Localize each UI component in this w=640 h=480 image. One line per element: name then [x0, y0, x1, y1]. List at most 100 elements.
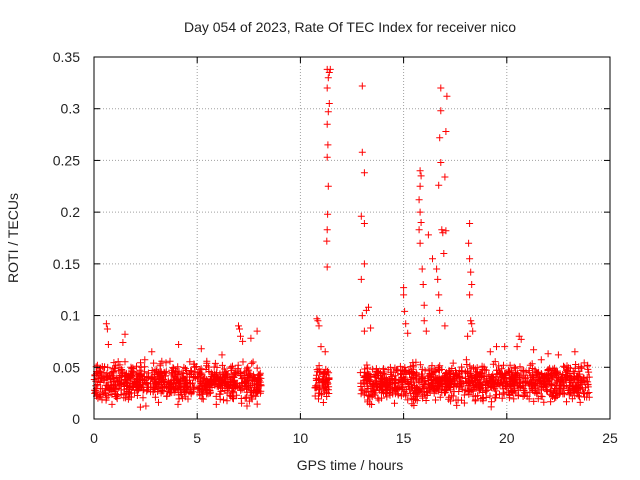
data-point-dense — [320, 369, 328, 377]
data-point-dense — [325, 390, 333, 397]
data-point-dense — [232, 382, 240, 390]
data-point-dense — [202, 385, 210, 393]
data-point — [358, 148, 366, 156]
data-point — [247, 334, 255, 342]
data-point-dense — [190, 363, 198, 371]
data-point-dense — [315, 379, 323, 387]
data-point-dense — [114, 358, 122, 366]
data-point-dense — [91, 371, 99, 379]
data-point-dense — [546, 390, 554, 398]
data-point-dense — [219, 371, 227, 379]
data-point-dense — [396, 362, 404, 370]
data-point — [467, 317, 475, 325]
x-tick-label: 5 — [193, 430, 201, 446]
data-point-dense — [98, 363, 106, 370]
data-point-dense — [573, 373, 581, 381]
data-point-dense — [238, 385, 246, 393]
data-point — [435, 291, 443, 299]
data-point — [436, 306, 444, 314]
data-point-dense — [148, 367, 156, 374]
data-point-dense — [502, 377, 510, 385]
data-point-dense — [394, 391, 402, 399]
data-point-dense — [315, 395, 322, 403]
data-point-dense — [432, 387, 440, 395]
data-point — [417, 219, 425, 226]
data-point-dense — [251, 375, 259, 383]
data-point — [360, 220, 368, 227]
data-point-dense — [395, 376, 403, 384]
data-point-dense — [147, 380, 154, 388]
data-point — [236, 325, 243, 333]
data-point-dense — [471, 392, 479, 400]
data-point-dense — [438, 366, 446, 373]
data-point — [404, 329, 412, 337]
data-point — [175, 341, 183, 348]
data-point-dense — [576, 398, 584, 406]
data-point-dense — [360, 391, 368, 399]
data-point-dense — [361, 365, 369, 373]
data-point-dense — [549, 372, 557, 380]
data-point — [442, 227, 450, 235]
data-point-dense — [174, 363, 182, 371]
data-point-dense — [124, 375, 132, 383]
data-point-dense — [203, 357, 211, 365]
data-point-dense — [580, 389, 587, 397]
data-point-dense — [547, 398, 555, 406]
data-point — [317, 343, 325, 351]
data-point-dense — [510, 363, 518, 371]
data-point-dense — [220, 379, 228, 387]
data-point-dense — [182, 365, 189, 373]
data-point-dense — [212, 392, 220, 400]
data-point-dense — [561, 363, 569, 371]
data-point — [469, 327, 477, 335]
data-point-dense — [155, 398, 162, 406]
data-point — [429, 255, 436, 263]
data-point-dense — [379, 386, 387, 394]
data-point — [493, 343, 500, 351]
data-point-dense — [109, 375, 117, 382]
data-point-dense — [490, 381, 498, 389]
data-point-dense — [384, 366, 392, 374]
data-point-dense — [158, 357, 166, 365]
data-point-dense — [495, 379, 503, 387]
data-point-dense — [460, 391, 468, 399]
data-point — [436, 134, 444, 142]
data-point-dense — [216, 390, 224, 398]
data-point-dense — [127, 386, 135, 393]
data-point-dense — [489, 360, 497, 368]
data-point-dense — [443, 383, 451, 391]
data-point-dense — [113, 395, 121, 403]
data-point-dense — [204, 390, 212, 398]
data-point-dense — [557, 377, 565, 385]
data-point-dense — [356, 369, 364, 377]
data-point-dense — [133, 382, 141, 390]
data-point-dense — [530, 397, 538, 405]
data-point-dense — [402, 390, 410, 398]
data-point-dense — [585, 368, 593, 376]
data-point-dense — [117, 391, 125, 398]
data-point-dense — [436, 393, 444, 401]
data-point — [237, 332, 244, 340]
data-point-dense — [510, 395, 518, 403]
x-tick-label: 0 — [90, 430, 98, 446]
data-point-dense — [514, 392, 522, 400]
data-point-dense — [164, 388, 172, 396]
data-point — [323, 153, 331, 161]
data-point-dense — [540, 372, 548, 380]
data-point — [218, 351, 226, 359]
data-point — [325, 100, 333, 107]
data-point-dense — [456, 379, 464, 387]
data-point — [468, 281, 476, 288]
data-point-dense — [252, 392, 260, 400]
data-point-dense — [312, 374, 320, 382]
data-point-dense — [494, 376, 502, 384]
data-point-dense — [455, 373, 463, 381]
data-point-dense — [216, 375, 224, 383]
data-point-dense — [315, 362, 323, 370]
data-point-dense — [322, 384, 330, 392]
data-point — [253, 327, 261, 335]
data-point-dense — [372, 365, 380, 373]
data-point-dense — [487, 403, 495, 411]
data-point — [440, 250, 448, 257]
data-point — [434, 275, 442, 283]
